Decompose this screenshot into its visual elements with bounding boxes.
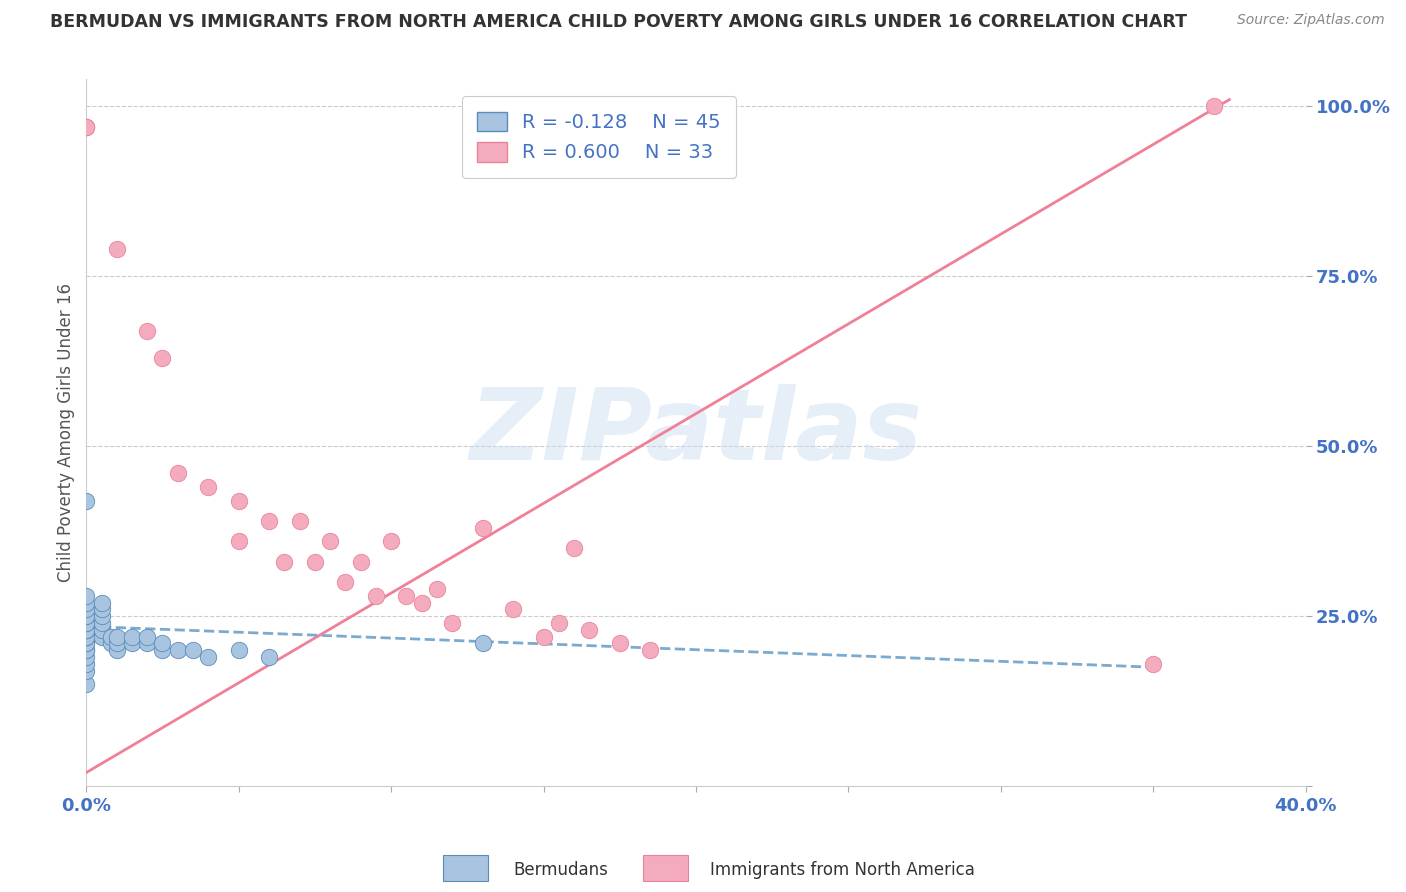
Point — [75, 609, 97, 624]
Point — [152, 636, 174, 650]
Point — [75, 120, 97, 134]
Point — [75, 615, 97, 630]
Point — [349, 555, 371, 569]
Point — [288, 514, 311, 528]
Point — [228, 493, 250, 508]
Legend: R = -0.128    N = 45, R = 0.600    N = 33: R = -0.128 N = 45, R = 0.600 N = 33 — [461, 96, 737, 178]
Point — [75, 602, 97, 616]
Point — [228, 643, 250, 657]
Point — [90, 623, 112, 637]
Point — [75, 630, 97, 644]
Point — [638, 643, 661, 657]
Point — [411, 596, 433, 610]
Text: Source: ZipAtlas.com: Source: ZipAtlas.com — [1237, 13, 1385, 28]
Point — [105, 636, 128, 650]
Point — [75, 630, 97, 644]
Point — [136, 324, 159, 338]
Point — [100, 630, 122, 644]
Point — [75, 120, 97, 134]
Point — [257, 650, 280, 665]
Point — [75, 120, 97, 134]
Point — [121, 636, 143, 650]
Text: BERMUDAN VS IMMIGRANTS FROM NORTH AMERICA CHILD POVERTY AMONG GIRLS UNDER 16 COR: BERMUDAN VS IMMIGRANTS FROM NORTH AMERIC… — [51, 13, 1187, 31]
Point — [197, 480, 219, 494]
Point — [121, 630, 143, 644]
Point — [197, 650, 219, 665]
Point — [75, 630, 97, 644]
Point — [136, 636, 159, 650]
Point — [75, 664, 97, 678]
Point — [319, 534, 342, 549]
Text: Immigrants from North America: Immigrants from North America — [710, 861, 974, 879]
Point — [166, 643, 188, 657]
Point — [152, 643, 174, 657]
Point — [75, 677, 97, 691]
Y-axis label: Child Poverty Among Girls Under 16: Child Poverty Among Girls Under 16 — [58, 283, 75, 582]
Point — [547, 615, 569, 630]
Point — [304, 555, 326, 569]
Point — [90, 596, 112, 610]
Point — [75, 643, 97, 657]
Point — [441, 615, 464, 630]
Text: ZIPatlas: ZIPatlas — [470, 384, 922, 481]
Point — [100, 636, 122, 650]
Point — [426, 582, 449, 596]
Point — [257, 514, 280, 528]
Point — [105, 630, 128, 644]
Point — [75, 636, 97, 650]
Point — [609, 636, 631, 650]
Point — [75, 623, 97, 637]
Point — [380, 534, 402, 549]
Point — [152, 351, 174, 365]
Point — [105, 242, 128, 256]
Point — [502, 602, 524, 616]
Point — [578, 623, 600, 637]
Point — [75, 589, 97, 603]
Point — [75, 636, 97, 650]
Point — [90, 609, 112, 624]
Point — [1142, 657, 1164, 671]
Point — [533, 630, 555, 644]
Point — [75, 615, 97, 630]
Point — [166, 467, 188, 481]
Point — [395, 589, 418, 603]
Point — [75, 643, 97, 657]
Point — [75, 609, 97, 624]
Point — [75, 623, 97, 637]
Point — [75, 657, 97, 671]
Point — [335, 575, 357, 590]
Point — [136, 630, 159, 644]
Point — [105, 643, 128, 657]
Text: Bermudans: Bermudans — [513, 861, 607, 879]
Point — [562, 541, 585, 556]
Point — [1204, 99, 1226, 113]
Point — [90, 602, 112, 616]
Point — [75, 596, 97, 610]
Point — [471, 636, 494, 650]
Point — [75, 493, 97, 508]
Point — [471, 521, 494, 535]
Point — [90, 615, 112, 630]
Point — [90, 630, 112, 644]
Point — [75, 623, 97, 637]
Point — [181, 643, 204, 657]
Point — [364, 589, 387, 603]
Point — [75, 650, 97, 665]
Point — [273, 555, 295, 569]
Point — [228, 534, 250, 549]
